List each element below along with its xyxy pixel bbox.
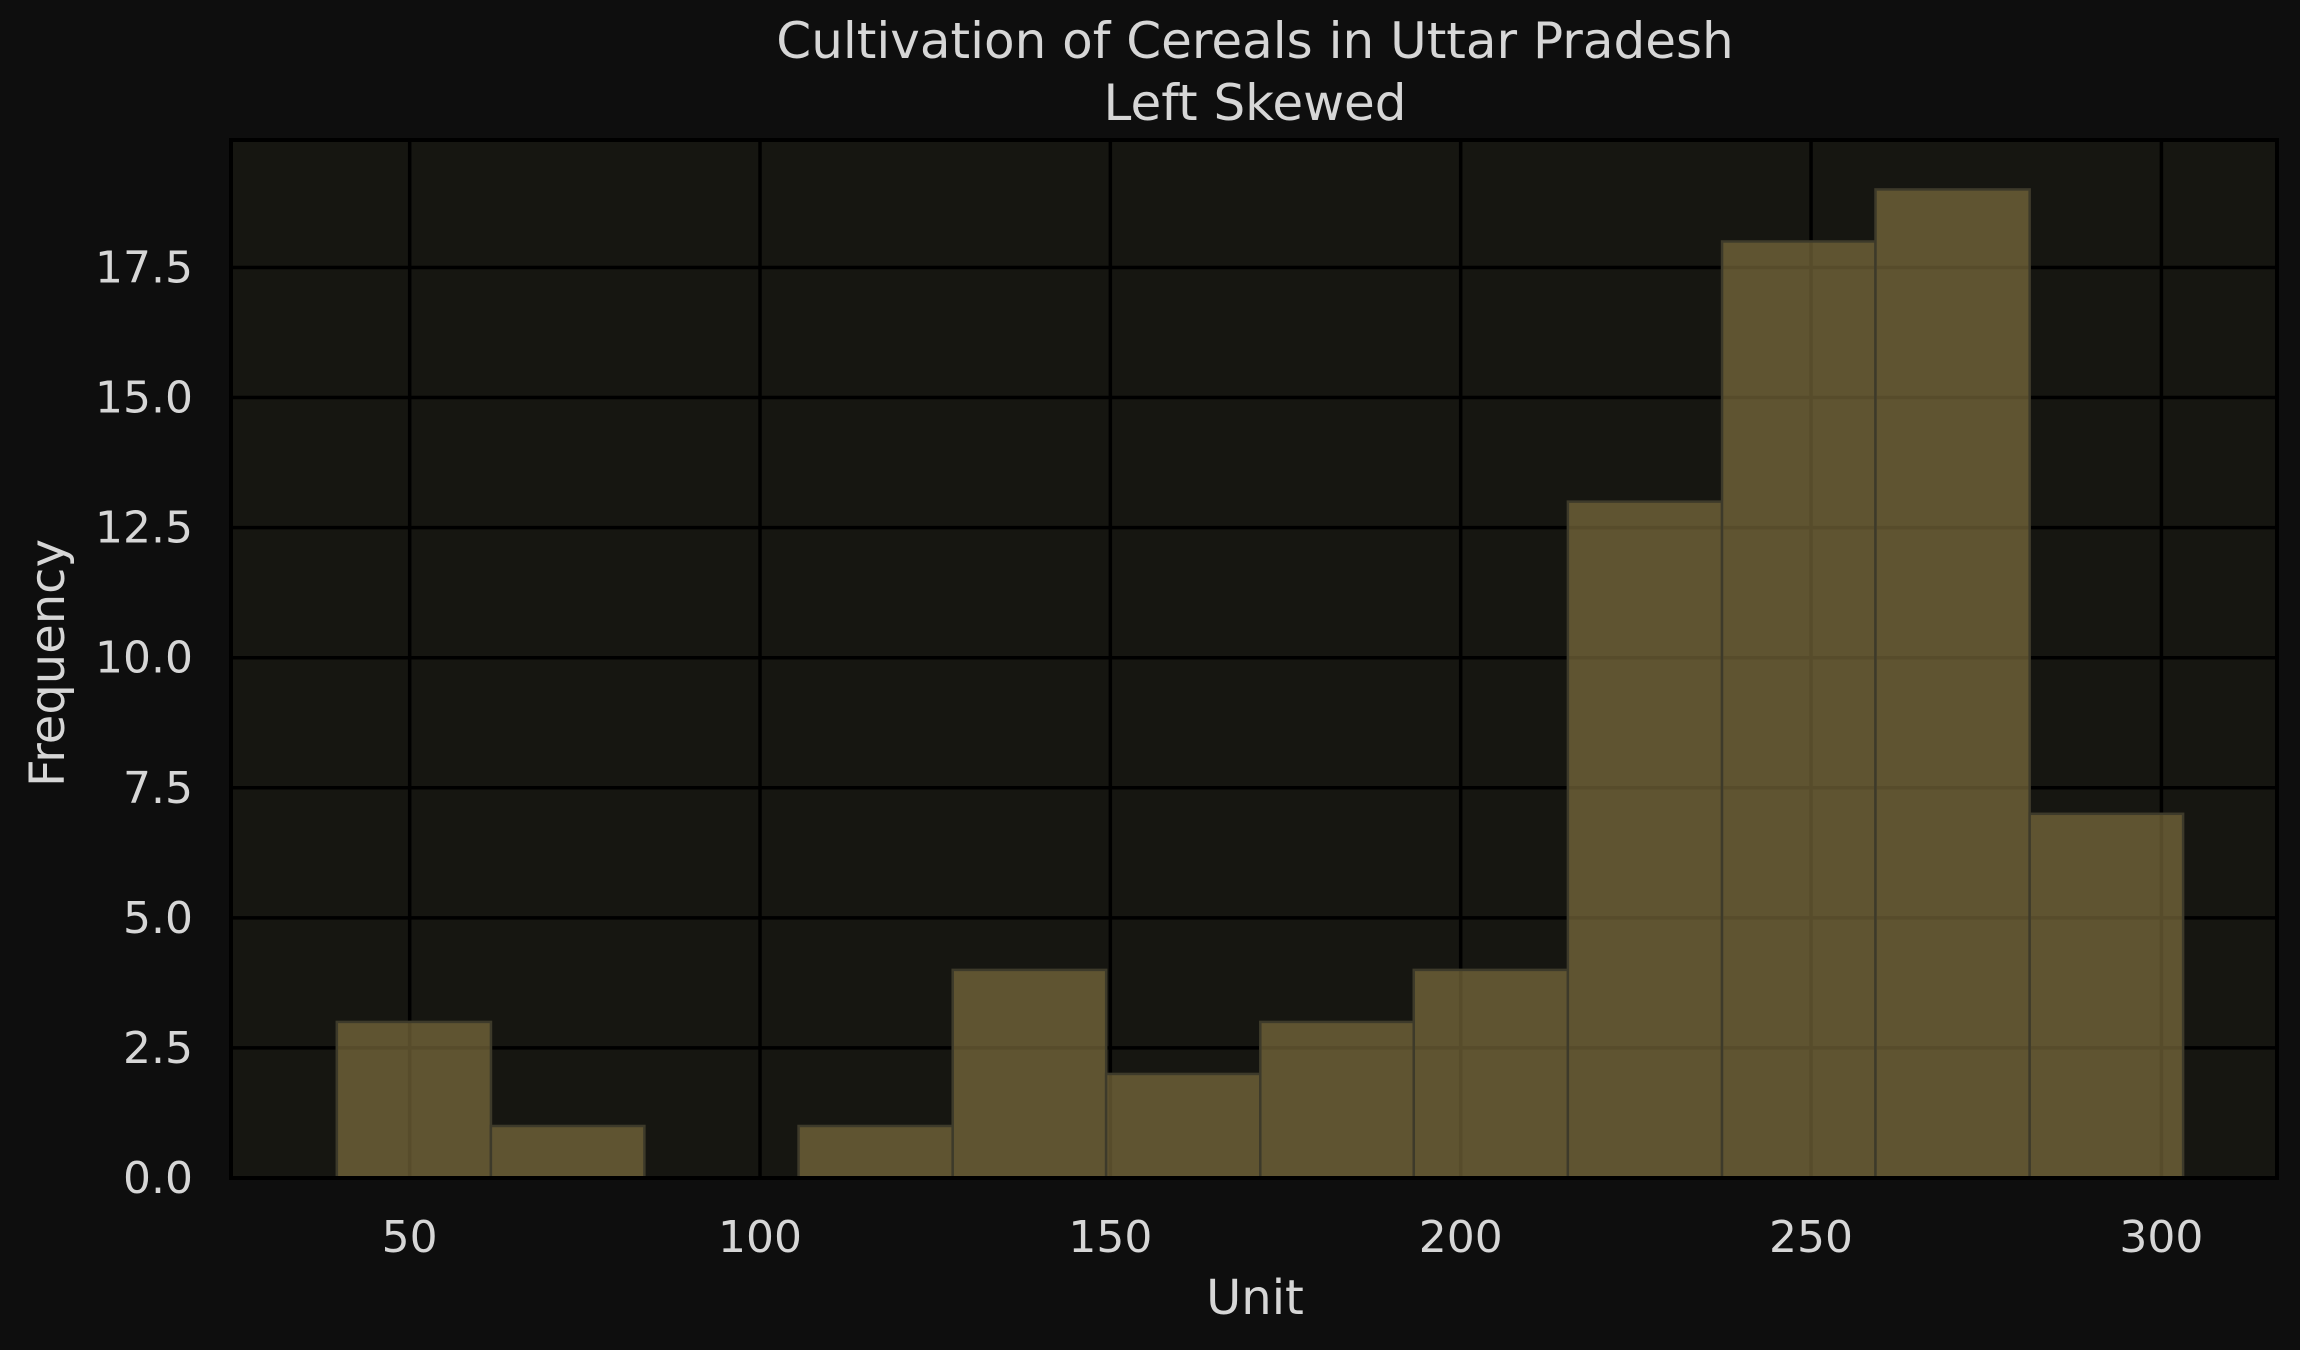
y-tick-label: 7.5 [123,763,193,814]
histogram-bar [1566,500,1724,1180]
y-tick-label: 12.5 [95,503,193,554]
histogram-bar [2028,812,2185,1180]
chart-title: Cultivation of Cereals in Uttar Pradesh [776,12,1733,70]
y-tick-label: 17.5 [95,242,193,293]
x-tick-label: 50 [382,1212,438,1263]
histogram-bar [1104,1072,1262,1180]
x-axis-label: Unit [1206,1270,1304,1326]
plot-frame [229,138,2279,1180]
y-axis-label: Frequency [20,539,76,787]
x-tick-label: 300 [2119,1212,2203,1263]
histogram-bar [1720,240,1877,1180]
histogram-bar [951,968,1108,1180]
y-tick-label: 10.0 [95,633,193,684]
y-axis-ticks: 0.0 2.5 5.0 7.5 10.0 12.5 15.0 17.5 [95,242,193,1204]
y-tick-label: 15.0 [95,373,193,424]
y-tick-label: 5.0 [123,893,193,944]
x-tick-label: 100 [718,1212,802,1263]
histogram-bar [797,1124,954,1180]
x-axis-ticks: 50 100 150 200 250 300 [382,1212,2204,1263]
histogram-bar [489,1124,646,1180]
y-tick-label: 2.5 [123,1023,193,1074]
x-tick-label: 150 [1068,1212,1152,1263]
histogram-bars [335,188,2185,1180]
chart-subtitle: Left Skewed [1103,74,1406,132]
y-tick-label: 0.0 [123,1153,193,1204]
histogram-bar [1259,1020,1416,1180]
x-tick-label: 200 [1419,1212,1503,1263]
histogram-bar [1874,188,2031,1180]
x-tick-label: 250 [1769,1212,1853,1263]
histogram-bar [335,1020,493,1180]
histogram-bar [1412,968,1570,1180]
